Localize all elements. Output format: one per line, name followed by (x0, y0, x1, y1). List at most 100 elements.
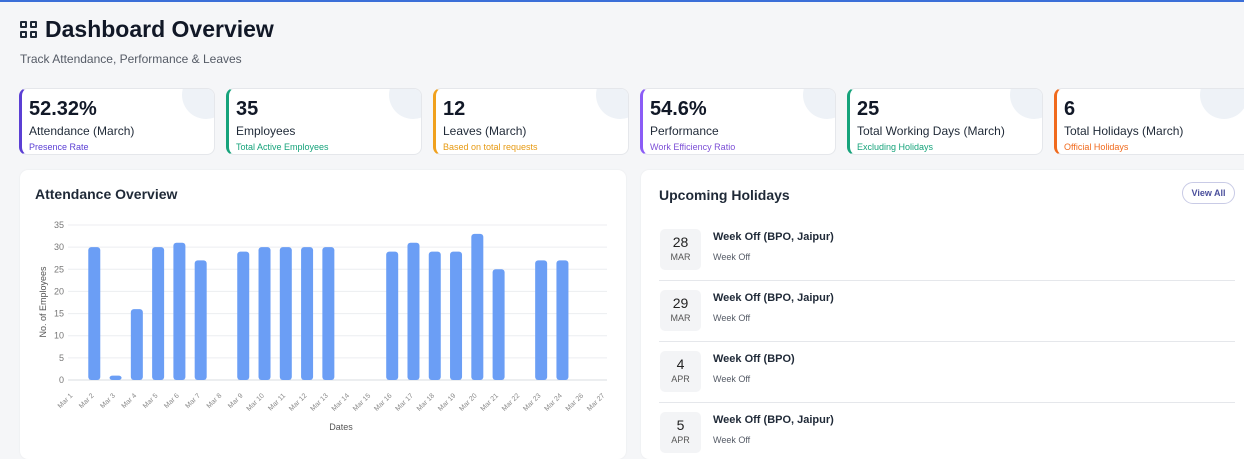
bar (194, 260, 207, 380)
stat-cards: 52.32% Attendance (March) Presence Rate … (19, 88, 1244, 156)
holiday-name: Week Off (BPO, Jaipur) (713, 231, 834, 243)
bar (428, 251, 441, 380)
holiday-name: Week Off (BPO) (713, 353, 795, 365)
bar (152, 247, 165, 380)
holiday-date: 4 APR (660, 351, 701, 392)
stat-label: Leaves (March) (443, 124, 527, 138)
stat-label: Total Holidays (March) (1064, 124, 1184, 138)
stat-sublabel: Presence Rate (29, 142, 89, 152)
holiday-type: Week Off (713, 435, 751, 445)
bar (301, 247, 314, 380)
bar (386, 251, 399, 380)
x-tick-label: Mar 11 (267, 392, 287, 412)
bar (535, 260, 548, 380)
stat-value: 12 (443, 98, 466, 120)
stat-sublabel: Total Active Employees (236, 142, 329, 152)
x-tick-label: Mar 21 (480, 392, 500, 412)
bar (556, 260, 569, 380)
x-axis-title: Dates (329, 422, 353, 432)
stat-card-attendance[interactable]: 52.32% Attendance (March) Presence Rate (19, 88, 215, 155)
x-tick-label: Mar 18 (416, 392, 436, 412)
stat-card-leaves[interactable]: 12 Leaves (March) Based on total request… (433, 88, 629, 155)
x-tick-label: Mar 12 (288, 392, 308, 412)
bar (492, 269, 505, 380)
stat-value: 52.32% (29, 98, 97, 120)
stat-card-working-days[interactable]: 25 Total Working Days (March) Excluding … (847, 88, 1043, 155)
stat-value: 25 (857, 98, 880, 120)
x-tick-label: Mar 4 (121, 392, 139, 410)
stat-sublabel: Work Efficiency Ratio (650, 142, 736, 152)
stat-card-employees[interactable]: 35 Employees Total Active Employees (226, 88, 422, 155)
upcoming-holidays-title: Upcoming Holidays (659, 187, 790, 203)
x-tick-label: Mar 13 (309, 392, 329, 412)
holiday-type: Week Off (713, 252, 751, 262)
view-all-button[interactable]: View All (1182, 182, 1235, 204)
x-tick-label: Mar 17 (395, 392, 415, 412)
holiday-name: Week Off (BPO, Jaipur) (713, 292, 834, 304)
x-tick-label: Mar 14 (331, 392, 351, 412)
y-tick-label: 15 (54, 309, 64, 319)
holiday-day: 5 (676, 417, 685, 433)
page-title: Dashboard Overview (45, 16, 274, 42)
y-tick-label: 25 (54, 264, 64, 274)
bar (407, 242, 420, 380)
x-tick-label: Mar 7 (184, 392, 202, 410)
bar (322, 247, 335, 380)
stat-sublabel: Excluding Holidays (857, 142, 934, 152)
y-tick-label: 0 (59, 375, 64, 385)
holiday-item[interactable]: 5 APR Week Off (BPO, Jaipur) Week Off (659, 403, 1235, 459)
bar (258, 247, 271, 380)
holiday-month: APR (671, 435, 690, 445)
stat-label: Attendance (March) (29, 124, 135, 138)
holiday-day: 4 (676, 356, 685, 372)
stat-label: Total Working Days (March) (857, 124, 1005, 138)
holiday-month: MAR (670, 313, 691, 323)
holiday-type: Week Off (713, 313, 751, 323)
y-tick-label: 35 (54, 220, 64, 230)
stat-sublabel: Official Holidays (1064, 142, 1129, 152)
y-tick-label: 20 (54, 286, 64, 296)
bar (279, 247, 292, 380)
holiday-day: 28 (672, 234, 689, 250)
holiday-item[interactable]: 4 APR Week Off (BPO) Week Off (659, 342, 1235, 403)
y-tick-label: 10 (54, 331, 64, 341)
x-tick-label: Mar 19 (437, 392, 457, 412)
holiday-date: 29 MAR (660, 290, 701, 331)
stat-value: 35 (236, 98, 259, 120)
bar (88, 247, 101, 380)
upcoming-holidays-panel (641, 170, 1244, 459)
y-tick-label: 30 (54, 242, 64, 252)
stat-label: Employees (236, 124, 296, 138)
holiday-month: MAR (670, 252, 691, 262)
x-tick-label: Mar 8 (206, 392, 224, 410)
x-tick-label: Mar 6 (163, 392, 181, 410)
x-tick-label: Mar 26 (565, 392, 585, 412)
stat-card-performance[interactable]: 54.6% Performance Work Efficiency Ratio (640, 88, 836, 155)
x-tick-label: Mar 22 (501, 392, 521, 412)
holiday-date: 28 MAR (660, 229, 701, 270)
x-tick-label: Mar 16 (373, 392, 393, 412)
x-tick-label: Mar 20 (458, 392, 478, 412)
x-tick-label: Mar 23 (522, 392, 542, 412)
x-tick-label: Mar 1 (57, 392, 75, 410)
holiday-item[interactable]: 28 MAR Week Off (BPO, Jaipur) Week Off (659, 220, 1235, 281)
x-tick-label: Mar 9 (227, 392, 245, 410)
stat-value: 6 (1064, 98, 1076, 120)
stat-sublabel: Based on total requests (443, 142, 538, 152)
stat-card-holidays[interactable]: 6 Total Holidays (March) Official Holida… (1054, 88, 1244, 155)
bar (450, 251, 463, 380)
stat-value: 54.6% (650, 98, 707, 120)
x-tick-label: Mar 15 (352, 392, 372, 412)
y-tick-label: 5 (59, 353, 64, 363)
holiday-day: 29 (672, 295, 689, 311)
page-header: Dashboard Overview Track Attendance, Per… (20, 16, 274, 66)
x-tick-label: Mar 24 (543, 392, 563, 412)
top-accent-line (0, 0, 1244, 2)
bar (109, 375, 122, 380)
bar (130, 309, 143, 380)
dashboard-grid-icon (20, 20, 38, 39)
holiday-date: 5 APR (660, 412, 701, 453)
holiday-item[interactable]: 29 MAR Week Off (BPO, Jaipur) Week Off (659, 281, 1235, 342)
bar (237, 251, 250, 380)
